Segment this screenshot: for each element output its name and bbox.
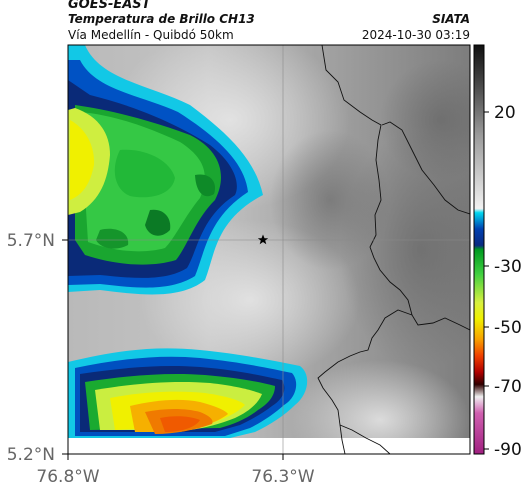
dark-patch bbox=[270, 130, 390, 270]
colorbar-tick-label: -70 bbox=[494, 377, 522, 397]
star-icon bbox=[257, 234, 269, 245]
colorbar-tick-label: -90 bbox=[494, 440, 522, 460]
latitude-label: 5.7°N bbox=[7, 231, 55, 251]
route-subtitle: Vía Medellín - Quibdó 50km bbox=[68, 28, 234, 42]
map-frame bbox=[67, 44, 471, 455]
haze-patch bbox=[290, 360, 470, 454]
longitude-label: 76.3°W bbox=[251, 467, 314, 487]
map-area bbox=[68, 45, 470, 454]
cloud-system-north bbox=[68, 45, 263, 295]
longitude-label: 76.8°W bbox=[36, 467, 99, 487]
colorbar-tick-label: 20 bbox=[494, 103, 516, 123]
cloud-system-south bbox=[68, 348, 308, 438]
department-boundaries bbox=[317, 45, 470, 454]
colorbar-scale bbox=[473, 44, 485, 455]
organization-label: SIATA bbox=[432, 12, 470, 26]
satellite-name: GOES-EAST bbox=[68, 0, 151, 12]
colorbar: 20 -30 -50 -70 -90 bbox=[473, 44, 522, 460]
no-data-strip bbox=[68, 438, 470, 454]
dark-patch bbox=[380, 60, 470, 180]
axis-ticks bbox=[62, 239, 284, 460]
latitude-label: 5.2°N bbox=[7, 445, 55, 465]
timestamp-label: 2024-10-30 03:19 bbox=[361, 28, 470, 42]
colorbar-tick-label: -30 bbox=[494, 257, 522, 277]
colorbar-tick-label: -50 bbox=[494, 318, 522, 338]
product-title: Temperatura de Brillo CH13 bbox=[68, 12, 255, 26]
